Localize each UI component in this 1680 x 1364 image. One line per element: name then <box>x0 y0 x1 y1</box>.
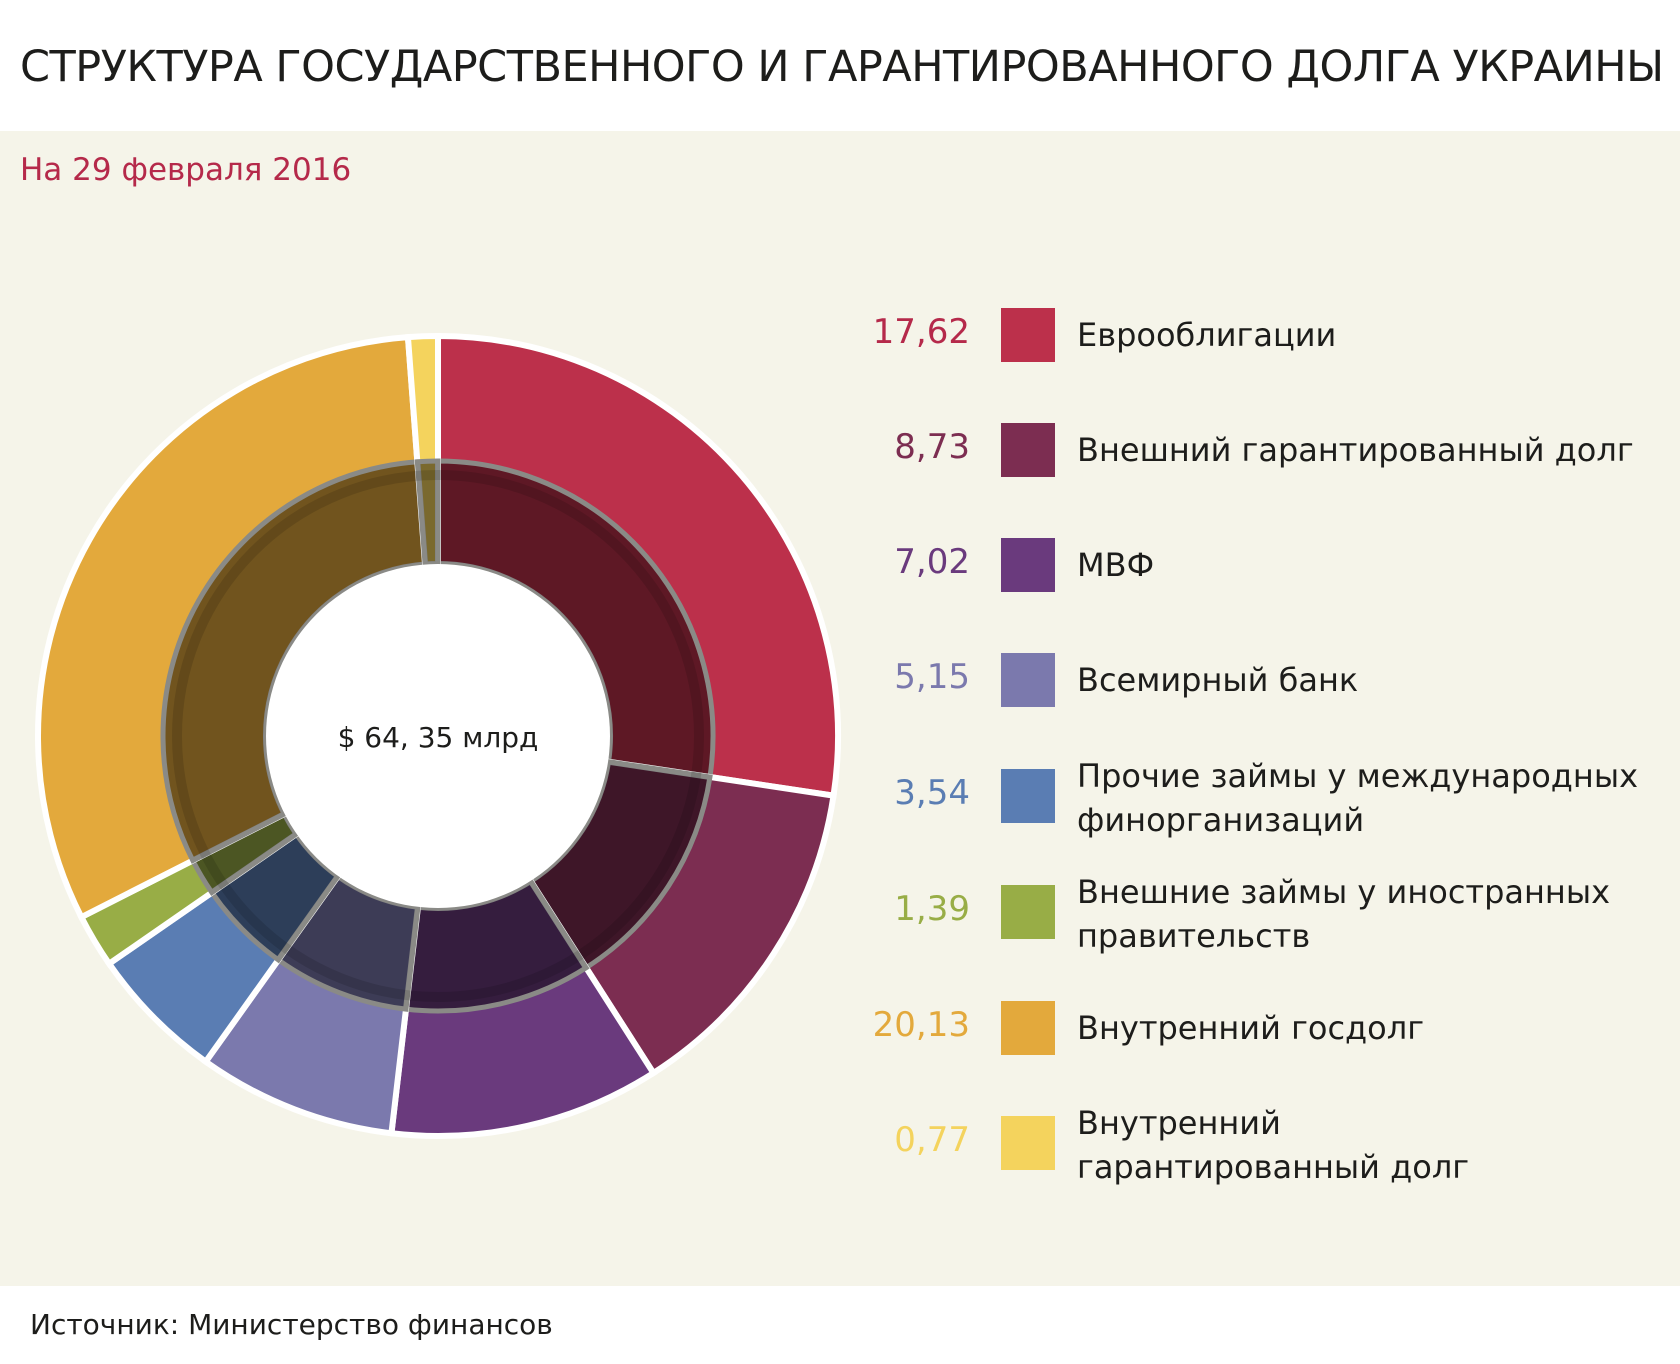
legend-value: 1,39 <box>894 889 970 929</box>
legend-label-line: Внутренний госдолг <box>1077 1009 1425 1047</box>
legend-label-line: Прочие займы у международных <box>1077 757 1639 795</box>
legend-label-line: Внешние займы у иностранных <box>1077 873 1611 911</box>
legend-swatch <box>1001 423 1055 477</box>
legend-label: Внутренний госдолг <box>1077 1006 1424 1050</box>
legend-swatch <box>1001 769 1055 823</box>
donut-chart: $ 64, 35 млрд <box>35 332 841 1139</box>
legend-value: 8,73 <box>894 427 970 467</box>
donut-hole <box>266 564 610 908</box>
legend-value: 5,15 <box>894 657 970 697</box>
legend-label: Внутренний гарантированный долг <box>1077 1101 1469 1189</box>
donut-center-label: $ 64, 35 млрд <box>338 721 539 754</box>
legend-value: 17,62 <box>872 312 970 352</box>
donut-inner-shade <box>172 470 704 1002</box>
legend-label-line: Внутренний <box>1077 1104 1281 1142</box>
legend-swatch <box>1001 653 1055 707</box>
legend-swatch <box>1001 885 1055 939</box>
legend-label: Прочие займы у международных финорганизац… <box>1077 754 1638 842</box>
chart-subtitle: На 29 февраля 2016 <box>20 152 352 188</box>
legend-label: Всемирный банк <box>1077 658 1358 702</box>
legend-label-line: Всемирный банк <box>1077 661 1359 699</box>
legend-label-line: правительств <box>1077 917 1311 955</box>
legend-value: 3,54 <box>894 773 970 813</box>
chart-title: СТРУКТУРА ГОСУДАРСТВЕННОГО И ГАРАНТИРОВА… <box>20 42 1664 92</box>
legend-label-line: Еврооблигации <box>1077 316 1337 354</box>
legend-value: 7,02 <box>894 542 970 582</box>
legend-swatch <box>1001 1116 1055 1170</box>
legend-label: Еврооблигации <box>1077 313 1336 357</box>
legend-label: МВФ <box>1077 543 1154 587</box>
source-note: Источник: Министерство финансов <box>30 1308 553 1341</box>
legend-label-line: Внешний гарантированный долг <box>1077 431 1634 469</box>
legend-label: Внешние займы у иностранных правительств <box>1077 870 1610 958</box>
legend-value: 0,77 <box>894 1120 970 1160</box>
legend-swatch <box>1001 1001 1055 1055</box>
legend-swatch <box>1001 538 1055 592</box>
legend-label-line: МВФ <box>1077 546 1155 584</box>
legend-value: 20,13 <box>872 1005 970 1045</box>
legend-label-line: гарантированный долг <box>1077 1148 1470 1186</box>
legend-swatch <box>1001 308 1055 362</box>
legend-label: Внешний гарантированный долг <box>1077 428 1634 472</box>
legend-label-line: финорганизаций <box>1077 801 1365 839</box>
